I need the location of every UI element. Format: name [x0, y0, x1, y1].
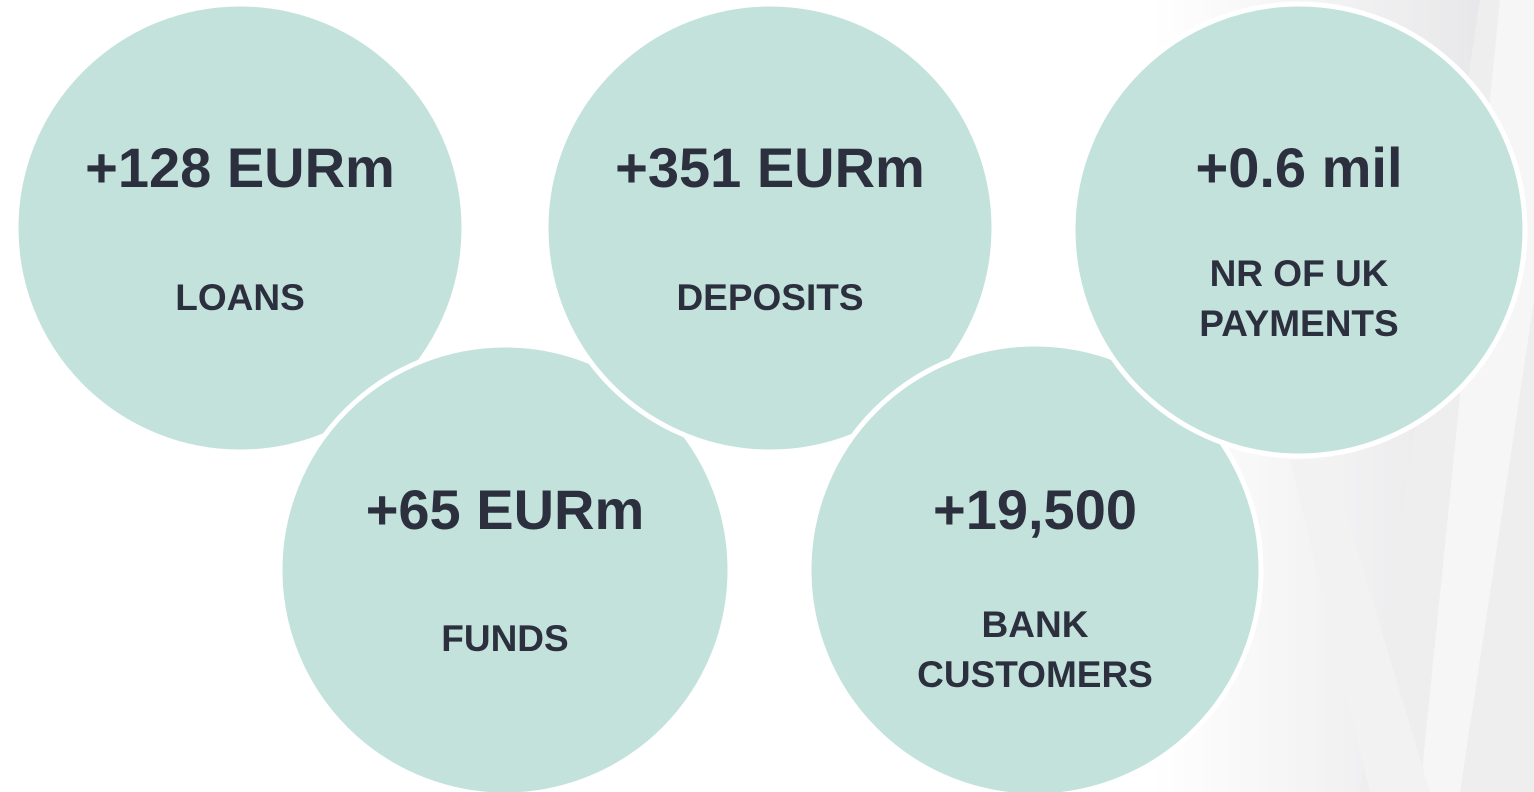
stat-label: LOANS	[175, 277, 305, 318]
circle	[13, 1, 467, 455]
stat-label: BANK	[982, 604, 1089, 645]
stat-value: +0.6 mil	[1195, 136, 1402, 199]
stat-circle: +65 EURm FUNDS	[277, 342, 733, 792]
stat-circle: +0.6 mil NR OF UK PAYMENTS	[1070, 1, 1528, 459]
background-stripe	[1290, 460, 1430, 792]
stat-label: DEPOSITS	[676, 277, 863, 318]
stat-value: +351 EURm	[615, 136, 925, 199]
stat-circle: +351 EURm DEPOSITS	[543, 1, 997, 455]
circles: +128 EURm LOANS +65 EURm FUNDS +351 EURm DEPO…	[13, 1, 1528, 792]
stat-circle: +128 EURm LOANS	[13, 1, 467, 455]
stat-label: CUSTOMERS	[917, 654, 1153, 695]
stat-circle: +19,500 BANK CUSTOMERS	[806, 341, 1264, 792]
stat-value: +65 EURm	[366, 478, 645, 541]
stat-label: NR OF UK	[1210, 253, 1389, 294]
stat-label: FUNDS	[441, 618, 568, 659]
circle	[806, 341, 1264, 792]
stat-value: +128 EURm	[85, 136, 395, 199]
stat-label: PAYMENTS	[1199, 303, 1398, 344]
circle	[543, 1, 997, 455]
stat-value: +19,500	[933, 478, 1137, 541]
circle	[1070, 1, 1528, 459]
circle	[277, 342, 733, 792]
